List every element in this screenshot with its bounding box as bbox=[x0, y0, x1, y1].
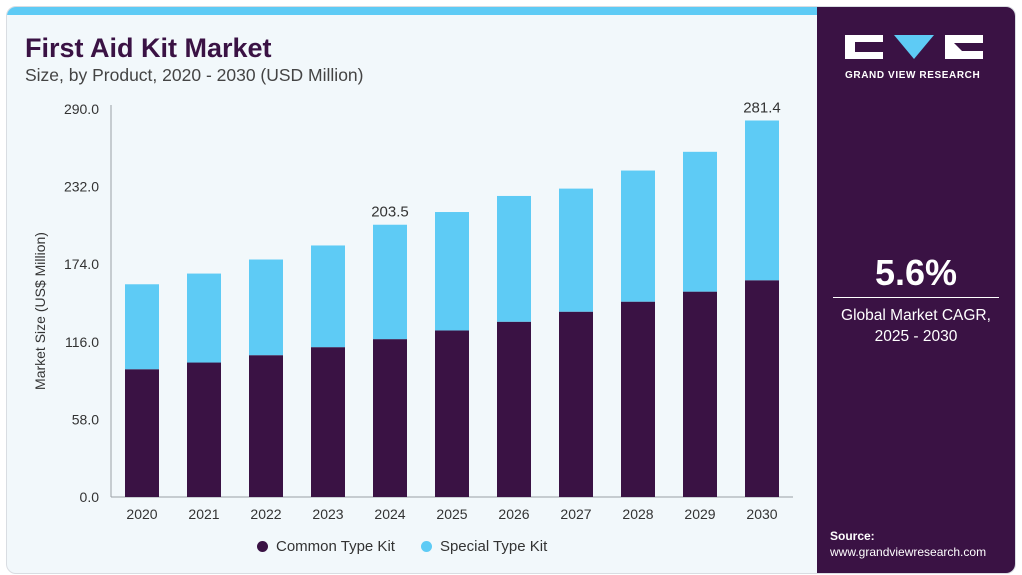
cagr-label-line-2: 2025 - 2030 bbox=[874, 328, 958, 345]
bar-special-type-kit bbox=[125, 284, 159, 370]
bar-chart: 0.0 58.0 116.0 174.0 232.0 290.0 Market Size (… bbox=[32, 100, 793, 522]
bar-special-type-kit bbox=[559, 188, 593, 312]
x-tick-label: 2022 bbox=[250, 506, 281, 522]
y-tick-label: 0.0 bbox=[80, 489, 100, 505]
x-tick-label: 2020 bbox=[126, 506, 157, 522]
y-tick-label: 116.0 bbox=[65, 334, 99, 350]
chart-card: First Aid Kit Market Size, by Product, 2… bbox=[6, 6, 1016, 574]
bar-special-type-kit bbox=[311, 245, 345, 348]
y-tick-label: 290.0 bbox=[64, 101, 99, 117]
bar-common-type-kit bbox=[373, 339, 407, 497]
bar-common-type-kit bbox=[311, 347, 345, 497]
bar-special-type-kit bbox=[497, 195, 531, 322]
bar-common-type-kit bbox=[621, 301, 655, 497]
legend-swatch-common bbox=[257, 541, 268, 552]
chart-subtitle: Size, by Product, 2020 - 2030 (USD Milli… bbox=[25, 65, 364, 85]
x-tick-label: 2030 bbox=[746, 506, 777, 522]
legend-swatch-special bbox=[420, 541, 432, 552]
x-tick-label: 2026 bbox=[498, 506, 529, 522]
bar-common-type-kit bbox=[497, 321, 531, 497]
bar-special-type-kit bbox=[187, 273, 221, 363]
company-logo-icon bbox=[845, 35, 983, 59]
bar-special-type-kit bbox=[373, 224, 407, 340]
x-tick-label: 2021 bbox=[188, 506, 219, 522]
y-tick-label: 58.0 bbox=[72, 411, 99, 427]
brand-name: GRAND VIEW RESEARCH bbox=[845, 70, 981, 81]
x-tick-label: 2023 bbox=[312, 506, 343, 522]
bar-common-type-kit bbox=[249, 355, 283, 497]
source-label: Source: bbox=[830, 529, 875, 543]
legend-label-common: Common Type Kit bbox=[276, 538, 395, 555]
legend-item-common: Common Type Kit bbox=[257, 538, 395, 555]
cagr-label-line-1: Global Market CAGR, bbox=[841, 307, 991, 324]
bar-special-type-kit bbox=[683, 151, 717, 292]
x-tick-label: 2025 bbox=[436, 506, 467, 522]
bar-special-type-kit bbox=[745, 120, 779, 281]
legend-item-special: Special Type Kit bbox=[420, 538, 548, 555]
bar-common-type-kit bbox=[745, 280, 779, 497]
y-tick-label: 174.0 bbox=[64, 256, 99, 272]
bar-common-type-kit bbox=[187, 362, 221, 497]
bar-common-type-kit bbox=[559, 311, 593, 497]
data-label: 203.5 bbox=[371, 204, 409, 221]
x-tick-label: 2028 bbox=[622, 506, 653, 522]
chart-title: First Aid Kit Market bbox=[25, 33, 272, 63]
bar-special-type-kit bbox=[621, 170, 655, 302]
bar-common-type-kit bbox=[683, 291, 717, 497]
bar-common-type-kit bbox=[125, 369, 159, 497]
x-tick-label: 2024 bbox=[374, 506, 405, 522]
legend-label-special: Special Type Kit bbox=[439, 538, 548, 555]
accent-bar bbox=[7, 7, 817, 15]
x-tick-label: 2029 bbox=[684, 506, 715, 522]
side-panel bbox=[817, 7, 1015, 573]
cagr-value: 5.6% bbox=[874, 252, 958, 293]
cagr-label: Global Market CAGR, 2025 - 2030 bbox=[817, 305, 1015, 347]
source-url: www.grandviewresearch.com bbox=[830, 545, 987, 559]
chart-legend: Common Type Kit Special Type Kit bbox=[257, 538, 547, 555]
x-tick-label: 2027 bbox=[560, 506, 591, 522]
bar-special-type-kit bbox=[249, 259, 283, 356]
y-tick-label: 232.0 bbox=[64, 179, 99, 195]
data-label: 281.4 bbox=[743, 100, 781, 117]
bar-common-type-kit bbox=[435, 330, 469, 497]
y-axis-title: Market Size (US$ Million) bbox=[32, 232, 48, 390]
bar-special-type-kit bbox=[435, 212, 469, 331]
cagr-divider bbox=[833, 297, 999, 298]
